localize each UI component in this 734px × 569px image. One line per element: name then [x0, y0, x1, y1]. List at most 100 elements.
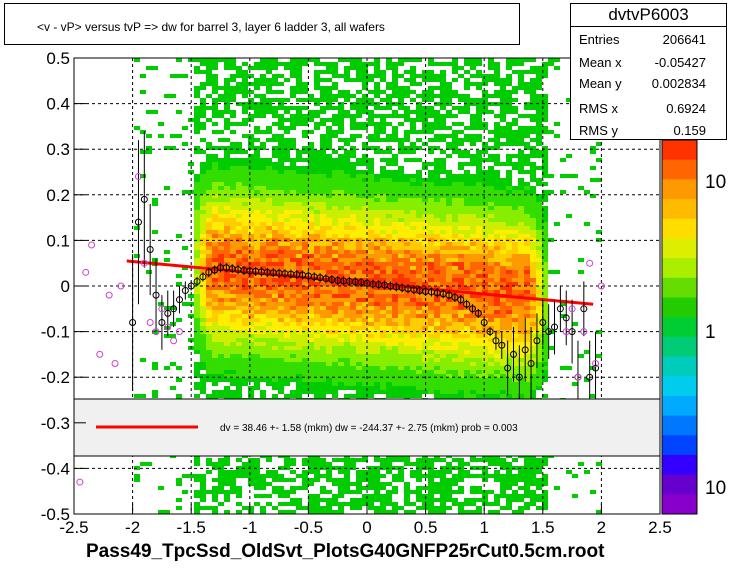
density-cell — [206, 82, 212, 86]
density-cell — [296, 246, 302, 250]
density-cell — [464, 150, 470, 154]
density-cell — [248, 174, 254, 178]
density-cell — [242, 174, 248, 178]
density-cell — [494, 318, 500, 322]
density-cell — [512, 130, 518, 134]
density-cell — [194, 174, 200, 178]
density-cell — [140, 90, 146, 94]
density-cell — [494, 278, 500, 282]
density-cell — [332, 250, 338, 254]
density-cell — [314, 174, 320, 178]
density-cell — [506, 366, 512, 370]
density-cell — [512, 214, 518, 218]
density-cell — [368, 286, 374, 290]
density-cell — [338, 182, 344, 186]
density-cell — [350, 270, 356, 274]
density-cell — [368, 194, 374, 198]
density-cell — [452, 58, 458, 62]
density-cell — [458, 474, 464, 478]
density-cell — [446, 230, 452, 234]
density-cell — [284, 362, 290, 366]
density-cell — [248, 178, 254, 182]
density-cell — [392, 66, 398, 70]
density-cell — [404, 498, 410, 502]
density-cell — [254, 354, 260, 358]
density-cell — [218, 198, 224, 202]
density-cell — [302, 262, 308, 266]
density-cell — [284, 314, 290, 318]
density-cell — [194, 290, 200, 294]
density-cell — [338, 226, 344, 230]
density-cell — [422, 218, 428, 222]
density-cell — [266, 242, 272, 246]
density-cell — [488, 502, 494, 506]
density-cell — [428, 130, 434, 134]
density-cell — [224, 126, 230, 130]
density-cell — [476, 498, 482, 502]
density-cell — [410, 310, 416, 314]
density-cell — [290, 214, 296, 218]
density-cell — [434, 94, 440, 98]
density-cell — [470, 298, 476, 302]
density-cell — [470, 206, 476, 210]
density-cell — [464, 182, 470, 186]
density-cell — [374, 330, 380, 334]
density-cell — [308, 302, 314, 306]
density-cell — [230, 226, 236, 230]
density-cell — [224, 282, 230, 286]
density-cell — [230, 146, 236, 150]
density-cell — [224, 234, 230, 238]
density-cell — [440, 122, 446, 126]
density-cell — [278, 326, 284, 330]
density-cell — [308, 194, 314, 198]
density-cell — [362, 494, 368, 498]
density-cell — [266, 342, 272, 346]
density-cell — [482, 182, 488, 186]
density-cell — [386, 258, 392, 262]
density-cell — [320, 214, 326, 218]
density-cell — [182, 490, 188, 494]
density-cell — [506, 230, 512, 234]
density-cell — [434, 62, 440, 66]
density-cell — [302, 150, 308, 154]
density-cell — [224, 318, 230, 322]
density-cell — [302, 222, 308, 226]
density-cell — [482, 470, 488, 474]
density-cell — [284, 302, 290, 306]
density-cell — [356, 74, 362, 78]
density-cell — [272, 62, 278, 66]
density-cell — [494, 346, 500, 350]
density-cell — [380, 498, 386, 502]
density-cell — [374, 498, 380, 502]
density-cell — [260, 174, 266, 178]
density-cell — [452, 198, 458, 202]
density-cell — [380, 210, 386, 214]
density-cell — [290, 394, 296, 398]
density-cell — [398, 202, 404, 206]
density-cell — [470, 466, 476, 470]
density-cell — [146, 146, 152, 150]
density-cell — [434, 318, 440, 322]
density-cell — [242, 182, 248, 186]
density-cell — [458, 74, 464, 78]
density-cell — [284, 510, 290, 514]
density-cell — [272, 210, 278, 214]
density-cell — [206, 462, 212, 466]
density-cell — [212, 154, 218, 158]
density-cell — [446, 82, 452, 86]
density-cell — [326, 106, 332, 110]
density-cell — [428, 94, 434, 98]
density-cell — [248, 166, 254, 170]
density-cell — [242, 474, 248, 478]
density-cell — [356, 158, 362, 162]
density-cell — [470, 278, 476, 282]
density-cell — [470, 218, 476, 222]
density-cell — [350, 118, 356, 122]
density-cell — [392, 386, 398, 390]
density-cell — [332, 210, 338, 214]
density-cell — [404, 386, 410, 390]
density-cell — [326, 498, 332, 502]
density-cell — [488, 206, 494, 210]
density-cell — [242, 206, 248, 210]
